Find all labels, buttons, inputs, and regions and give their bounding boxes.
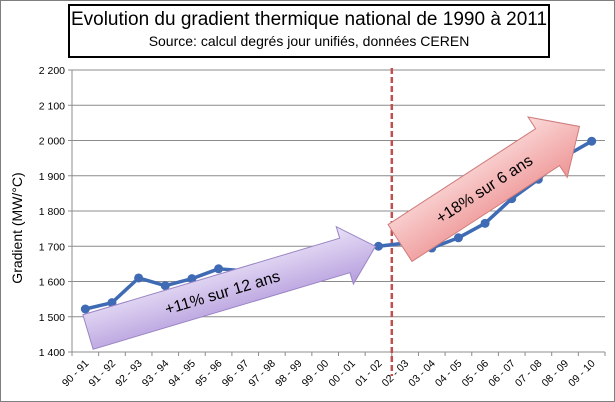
data-point <box>187 274 197 284</box>
x-tick-label: 90 - 91 <box>60 358 92 390</box>
chart-title-box: Evolution du gradient thermique national… <box>68 4 550 58</box>
x-tick-label: 06 - 07 <box>486 358 518 390</box>
y-tick-label: 1 500 <box>39 312 65 324</box>
y-tick-label: 1 700 <box>39 241 65 253</box>
x-tick-label: 05 - 06 <box>460 358 492 390</box>
data-point <box>160 281 170 291</box>
x-tick-label: 01 - 02 <box>353 358 385 390</box>
x-tick-label: 99 - 00 <box>300 358 332 390</box>
x-tick-label: 07 - 08 <box>513 358 545 390</box>
data-point <box>587 136 597 146</box>
x-tick-label: 98 - 99 <box>273 358 305 390</box>
x-tick-label: 03 - 04 <box>406 358 438 390</box>
x-tick-label: 96 - 97 <box>220 358 252 390</box>
x-tick-label: 04 - 05 <box>433 358 465 390</box>
y-axis-label: Gradient (MW/°C) <box>9 172 25 283</box>
x-tick-label: 08 - 09 <box>540 358 572 390</box>
y-tick-label: 2 000 <box>39 136 65 148</box>
data-point <box>480 218 490 228</box>
chart-subtitle: Source: calcul degrés jour unifiés, donn… <box>148 33 470 49</box>
y-tick-label: 1 600 <box>39 277 65 289</box>
chart-title: Evolution du gradient thermique national… <box>70 9 548 30</box>
y-tick-label: 1 900 <box>39 171 65 183</box>
y-tick-label: 1 400 <box>39 347 65 359</box>
y-tick-label: 2 200 <box>39 65 65 77</box>
x-tick-label: 02 - 03 <box>380 358 412 390</box>
x-tick-label: 93 - 94 <box>140 358 172 390</box>
y-tick-label: 2 100 <box>39 100 65 112</box>
data-point <box>134 273 144 283</box>
x-tick-label: 92 - 93 <box>113 358 145 390</box>
x-tick-label: 97 - 98 <box>246 358 278 390</box>
x-tick-label: 91 - 92 <box>86 358 118 390</box>
x-tick-label: 00 - 01 <box>326 358 358 390</box>
y-tick-label: 1 800 <box>39 206 65 218</box>
x-tick-label: 09 - 10 <box>566 358 598 390</box>
annotation-layer: +11% sur 12 ans +18% sur 6 ans <box>82 116 581 350</box>
data-point <box>80 304 90 314</box>
x-tick-label: 95 - 96 <box>193 358 225 390</box>
data-point <box>373 241 383 251</box>
data-point <box>214 264 224 274</box>
x-tick-label: 94 - 95 <box>166 358 198 390</box>
data-point <box>453 233 463 243</box>
